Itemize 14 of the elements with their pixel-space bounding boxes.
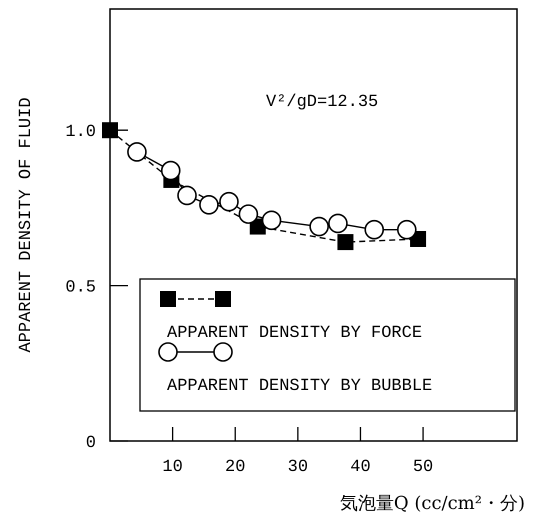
legend-label: APPARENT DENSITY BY FORCE (167, 324, 422, 343)
legend-label: APPARENT DENSITY BY BUBBLE (167, 377, 432, 396)
x-tick-label: 30 (288, 458, 308, 477)
x-tick-label: 20 (225, 458, 246, 477)
x-tick-label: 50 (412, 458, 434, 477)
x-tick-label: 10 (162, 458, 183, 477)
x-tick-label: 40 (350, 458, 371, 477)
legend-key: APPARENT DENSITY BY FORCE (160, 291, 422, 343)
x-axis-title: 気泡量Q (cc/cm²・分) (340, 493, 525, 514)
annotation: V²/gD=12.35 (266, 93, 378, 112)
y-tick-label: 0 (86, 434, 96, 453)
y-tick-label: 1.0 (65, 123, 96, 142)
y-axis-title: APPARENT DENSITY OF FLUID (17, 97, 36, 353)
y-tick-label: 0.5 (65, 278, 96, 298)
